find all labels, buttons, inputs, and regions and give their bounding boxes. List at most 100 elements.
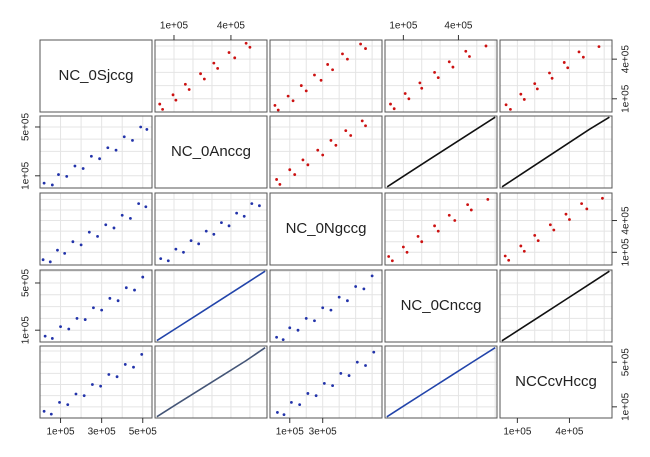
point [273,103,277,107]
point [235,211,239,215]
point [275,178,278,181]
point [290,400,293,404]
point [420,86,424,90]
point [301,158,305,162]
y-tick-label: 1e+05 [21,161,32,190]
point [63,251,67,255]
diagonal-label: NCCcvHccg [515,373,597,390]
point [58,400,61,404]
panel [269,115,383,189]
point [159,257,163,261]
point [469,208,473,212]
x-tick-label: 4e+05 [555,427,584,438]
point [568,218,571,221]
point [137,202,141,205]
point [227,51,231,54]
x-tick-label: 3e+05 [88,427,117,438]
point [242,214,246,218]
point [522,98,526,101]
point [187,88,191,91]
point [106,146,110,150]
point [326,63,330,66]
point [346,57,349,61]
point [288,168,292,172]
panel [269,345,383,419]
panel [39,269,153,343]
alignment-line [501,270,610,342]
point [41,258,45,262]
point [258,204,261,208]
y-tick-label: 1e+05 [21,316,32,345]
point [349,134,353,137]
point [329,308,333,312]
point [145,128,149,131]
x-tick-label: 1e+05 [389,21,418,32]
point [552,228,556,232]
panel [154,115,268,189]
diagonal-label: NC_0Cnccg [401,297,482,314]
point [87,230,91,234]
x-tick-label: 1e+05 [276,427,305,438]
point [316,148,320,152]
point [359,42,362,46]
point [204,229,208,233]
point [43,334,47,338]
point [548,71,551,75]
x-tick-label: 5e+05 [129,427,158,438]
point [299,84,303,87]
point [304,316,308,320]
point [550,76,554,80]
point [364,364,367,367]
panel [384,269,498,343]
point [362,287,366,291]
point [416,235,420,238]
point [227,224,231,228]
point [79,243,83,247]
point [533,82,537,85]
point [536,239,540,243]
y-tick-label: 5e+05 [21,269,32,298]
point [73,164,77,168]
point [453,219,457,222]
x-tick-label: 3e+05 [309,427,338,438]
point [562,61,566,64]
point [436,229,440,233]
point [133,288,136,292]
point [107,373,111,376]
point [276,411,279,414]
point [566,66,570,70]
point [139,125,143,129]
point [99,384,103,388]
point [293,173,297,176]
point [288,326,292,330]
y-tick-label: 1e+05 [621,84,632,113]
alignment-line [156,270,266,342]
point [202,77,206,81]
point [314,394,318,398]
panel [499,115,613,189]
point [244,41,248,45]
alignment-line [156,347,266,418]
panel [384,192,498,266]
diagonal-label: NC_0Ngccg [286,220,367,237]
panel [499,345,613,419]
diagonal-label: NC_0Anccg [171,143,251,160]
point [370,274,374,278]
point [420,240,424,244]
point [174,98,178,102]
point [581,55,585,59]
point [216,67,220,70]
point [484,44,488,48]
y-tick-label: 5e+05 [621,348,632,377]
point [50,337,54,340]
point [433,70,436,74]
panel [499,269,613,343]
point [433,224,436,228]
point [364,47,367,50]
point [313,319,316,323]
point [585,207,589,211]
point [447,213,451,217]
point [174,247,178,251]
point [129,217,132,220]
